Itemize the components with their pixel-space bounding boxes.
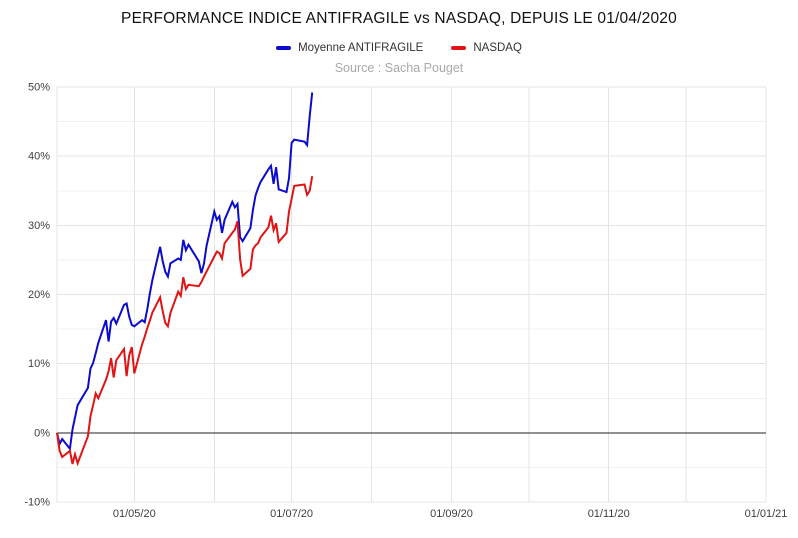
series-line-nasdaq xyxy=(56,176,314,467)
y-tick-label: -10% xyxy=(24,497,50,509)
legend-item-antifragile: Moyenne ANTIFRAGILE xyxy=(276,42,423,54)
chart-title: PERFORMANCE INDICE ANTIFRAGILE vs NASDAQ… xyxy=(121,10,677,27)
legend-label-nasdaq: NASDAQ xyxy=(473,42,522,54)
x-tick-label: 01/11/20 xyxy=(588,508,630,520)
y-tick-label: 10% xyxy=(28,358,50,370)
y-tick-label: 0% xyxy=(34,427,50,439)
y-tick-label: 40% xyxy=(28,151,50,163)
x-tick-label: 01/01/21 xyxy=(745,508,788,520)
y-tick-label: 20% xyxy=(28,289,50,301)
legend-label-antifragile: Moyenne ANTIFRAGILE xyxy=(298,42,424,54)
x-tick-label: 01/05/20 xyxy=(113,508,156,520)
legend-swatch-nasdaq-icon xyxy=(451,46,467,50)
x-tick-label: 01/09/20 xyxy=(430,508,473,520)
series-line-antifragile xyxy=(56,92,314,452)
legend-swatch-antifragile-icon xyxy=(276,46,292,50)
chart-legend: Moyenne ANTIFRAGILE NASDAQ xyxy=(0,42,798,54)
source-caption: Source : Sacha Pouget xyxy=(334,61,464,75)
y-tick-label: 50% xyxy=(28,82,50,94)
y-tick-label: 30% xyxy=(28,220,50,232)
x-tick-label: 01/07/20 xyxy=(270,508,313,520)
legend-item-nasdaq: NASDAQ xyxy=(451,42,522,54)
